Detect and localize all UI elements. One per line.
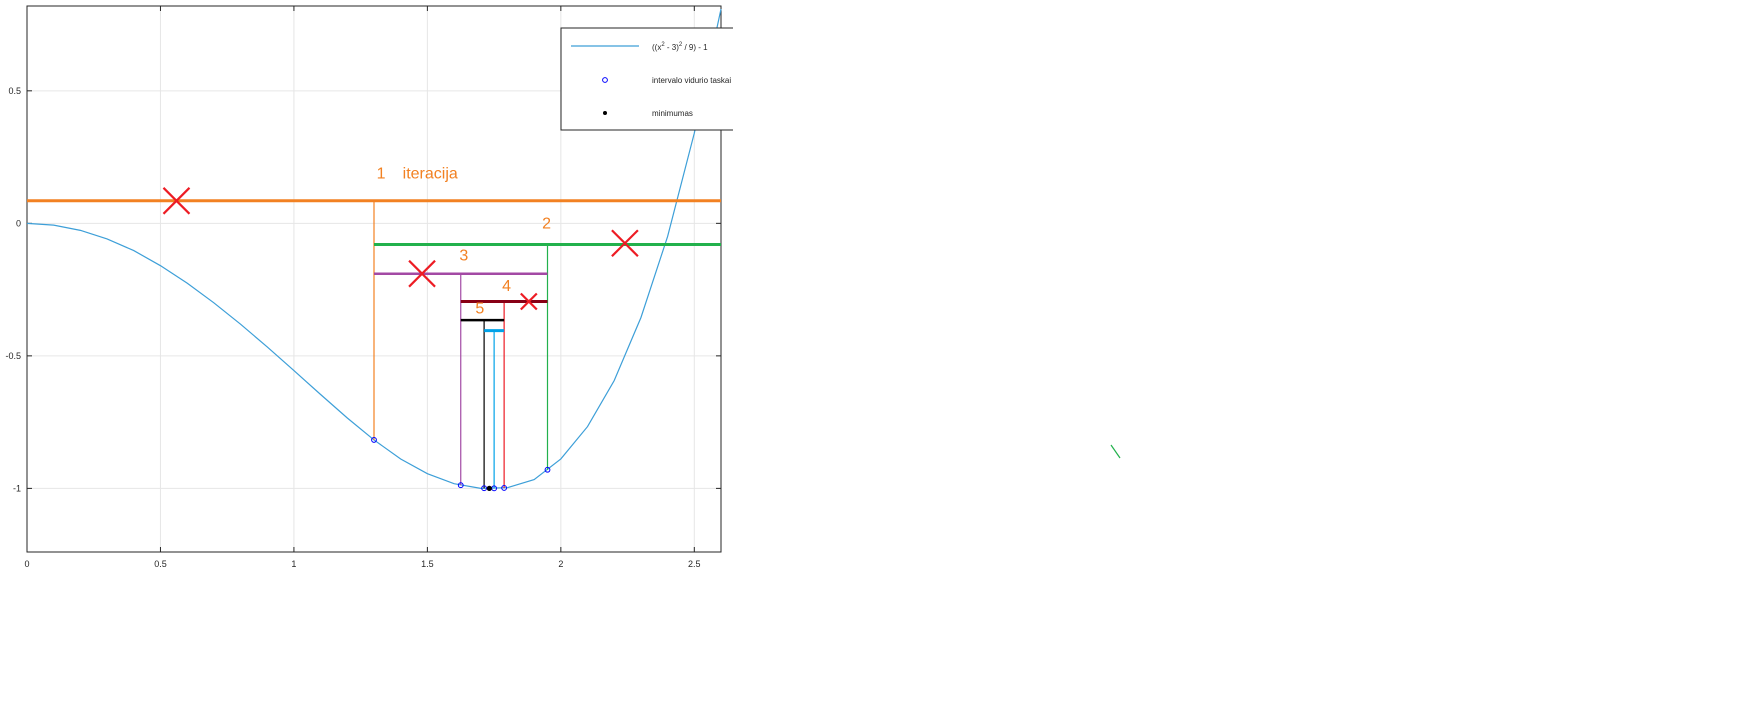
x-tick-label: 0.5	[154, 559, 167, 569]
legend-label-curve: ((x2 - 3)2 / 9) - 1	[652, 42, 708, 52]
x-tick-label: 1.5	[421, 559, 434, 569]
x-tick-label: 2	[558, 559, 563, 569]
x-tick-label: 2.5	[688, 559, 701, 569]
y-tick-label: 0	[16, 218, 21, 228]
legend-superscript: 2	[679, 42, 683, 48]
cross-out-mark	[520, 292, 538, 311]
figure-clip-mask	[733, 0, 753, 140]
legend-superscript: 2	[661, 42, 665, 48]
axis-ticks: 0 0.5 1 1.5 2 2.5 0.5 0 -0.5 -1	[5, 6, 721, 569]
points-layer	[371, 437, 551, 492]
iteration-word-label: iteracija	[403, 165, 458, 182]
legend: ((x2 - 3)2 / 9) - 1 intervalo vidurio ta…	[560, 27, 736, 131]
stray-green-stroke	[1110, 444, 1121, 459]
cross-out-mark	[408, 259, 436, 288]
iteration-number-label: 5	[475, 300, 484, 317]
legend-circle-marker	[602, 77, 608, 83]
iteration-number-label: 1	[377, 165, 386, 182]
x-tick-label: 0	[24, 559, 29, 569]
midpoint-marker	[457, 482, 464, 489]
iteration-number-label: 4	[502, 278, 511, 295]
midpoint-marker	[544, 466, 551, 473]
legend-dot-marker	[603, 111, 607, 115]
y-tick-label: -1	[13, 483, 21, 493]
legend-label-midpoints: intervalo vidurio taskai	[652, 76, 731, 85]
iteration-number-label: 3	[459, 247, 468, 264]
annotation-layer: 1 iteracija 2 3 4 5	[27, 165, 721, 489]
minimum-marker	[486, 485, 492, 491]
y-tick-label: 0.5	[8, 86, 21, 96]
x-tick-label: 1	[291, 559, 296, 569]
midpoint-marker	[501, 485, 508, 491]
iteration-number-label: 2	[542, 216, 551, 233]
legend-box	[560, 27, 736, 131]
axes-box	[26, 5, 722, 553]
cross-out-mark	[611, 229, 639, 257]
y-tick-label: -0.5	[5, 351, 21, 361]
cross-out-mark	[162, 187, 191, 215]
midpoint-marker	[371, 437, 377, 443]
legend-label-minimum: minimumas	[652, 109, 693, 118]
midpoint-marker	[481, 485, 488, 492]
